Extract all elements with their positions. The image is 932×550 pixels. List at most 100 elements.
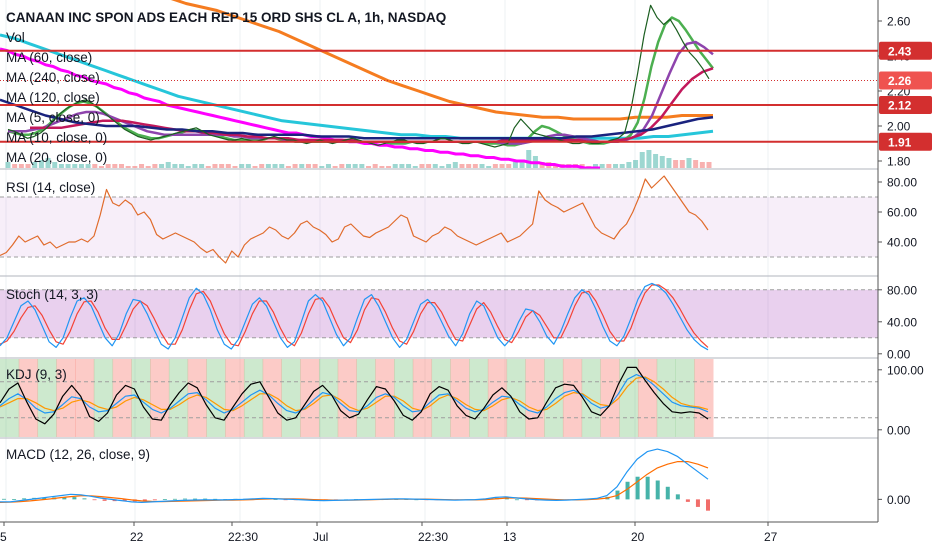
price-tag-label: 1.91 bbox=[888, 135, 912, 149]
volume-label: Vol bbox=[6, 30, 25, 45]
kdj-regime bbox=[525, 359, 545, 437]
ma-label: MA (120, close) bbox=[6, 90, 100, 105]
volume-bar bbox=[199, 164, 205, 168]
x-tick-label: 22:30 bbox=[228, 530, 258, 544]
macd-histogram-bar bbox=[625, 481, 630, 500]
kdj-regime bbox=[168, 359, 189, 437]
y-tick-label: 80.00 bbox=[887, 283, 917, 297]
kdj-regime bbox=[337, 359, 357, 437]
volume-bar bbox=[45, 158, 51, 168]
macd-histogram-bar bbox=[675, 494, 680, 500]
volume-bar bbox=[386, 166, 392, 168]
volume-bar bbox=[32, 162, 38, 168]
volume-bar bbox=[12, 164, 18, 168]
volume-bar bbox=[399, 164, 405, 168]
ma-label: MA (10, close, 0) bbox=[6, 130, 108, 145]
y-tick-label: 0.00 bbox=[887, 347, 911, 361]
macd-histogram-bar bbox=[22, 498, 27, 500]
volume-bar bbox=[419, 164, 425, 168]
kdj-regime bbox=[225, 359, 245, 437]
chart-marks bbox=[0, 0, 878, 511]
y-tick-label: 1.80 bbox=[887, 155, 911, 169]
volume-bar bbox=[345, 164, 351, 168]
volume-bar bbox=[526, 150, 532, 168]
macd-histogram-bar bbox=[122, 499, 127, 502]
volume-bar bbox=[506, 164, 512, 168]
macd-signal-line bbox=[0, 461, 709, 503]
rsi-label: RSI (14, close) bbox=[6, 180, 96, 195]
price-line bbox=[7, 4, 710, 148]
volume-bar bbox=[446, 164, 452, 168]
macd-histogram-bar bbox=[72, 497, 77, 500]
macd-histogram-bar bbox=[62, 497, 67, 500]
ma-line bbox=[170, 0, 713, 121]
volume-bar bbox=[312, 164, 318, 168]
ma-label: MA (5, close, 0) bbox=[6, 110, 100, 125]
volume-bar bbox=[439, 166, 445, 168]
volume-bar bbox=[118, 164, 124, 168]
volume-bar bbox=[512, 162, 518, 168]
y-tick-label: 2.00 bbox=[887, 120, 911, 134]
volume-bar bbox=[452, 162, 458, 168]
macd-histogram-bar bbox=[273, 499, 278, 500]
y-tick-label: 2.60 bbox=[887, 15, 911, 29]
rsi-line bbox=[0, 175, 709, 264]
volume-bar bbox=[519, 160, 525, 168]
kdj-regime bbox=[619, 359, 639, 437]
volume-bar bbox=[359, 164, 365, 168]
macd-histogram-bar bbox=[2, 498, 6, 500]
macd-histogram-bar bbox=[203, 498, 208, 500]
volume-bar bbox=[139, 164, 145, 168]
macd-histogram-bar bbox=[524, 499, 529, 501]
kdj-regime bbox=[675, 359, 695, 437]
y-tick-label: 60.00 bbox=[887, 206, 917, 220]
x-tick-label: 27 bbox=[764, 530, 778, 544]
volume-bar bbox=[225, 164, 231, 168]
volume-bar bbox=[165, 162, 171, 168]
price-tag bbox=[879, 41, 932, 60]
ma-label: MA (20, close, 0) bbox=[6, 150, 108, 165]
macd-histogram-bar bbox=[414, 499, 419, 501]
volume-bar bbox=[205, 166, 211, 168]
volume-bar bbox=[239, 164, 245, 168]
macd-histogram-bar bbox=[213, 498, 218, 500]
volume-bar bbox=[179, 164, 185, 168]
volume-bar bbox=[392, 164, 398, 168]
macd-line bbox=[0, 448, 709, 503]
stoch-d-line bbox=[0, 284, 709, 348]
volume-bar bbox=[92, 164, 98, 168]
macd-histogram-bar bbox=[162, 499, 167, 500]
volume-bar bbox=[25, 164, 31, 168]
volume-bar bbox=[613, 164, 619, 168]
price-tag-label: 2.26 bbox=[888, 74, 912, 88]
volume-bar bbox=[245, 164, 251, 168]
kdj-regime bbox=[281, 359, 301, 437]
macd-histogram-bar bbox=[635, 476, 640, 500]
macd-histogram-bar bbox=[183, 498, 188, 500]
y-tick-label: 0.00 bbox=[887, 493, 911, 507]
kdj-regime bbox=[206, 359, 226, 437]
price-tag bbox=[879, 96, 932, 114]
volume-bar bbox=[5, 162, 11, 168]
volume-bar bbox=[539, 162, 545, 168]
volume-bar bbox=[379, 166, 385, 168]
volume-bar bbox=[259, 164, 265, 168]
volume-bar bbox=[72, 164, 78, 168]
kdj-regime bbox=[544, 359, 564, 437]
kdj-label: KDJ (9, 3) bbox=[6, 367, 67, 382]
volume-bar bbox=[459, 164, 465, 168]
ma-label: MA (60, close) bbox=[6, 50, 93, 65]
volume-bar bbox=[125, 166, 131, 168]
volume-bar bbox=[159, 164, 165, 168]
macd-histogram-bar bbox=[504, 498, 509, 500]
volume-bar bbox=[299, 164, 305, 168]
ma-label: MA (240, close) bbox=[6, 70, 100, 85]
volume-bar bbox=[325, 164, 331, 168]
volume-bar bbox=[593, 164, 599, 168]
x-tick-label: 13 bbox=[503, 530, 517, 544]
price-tag-label: 2.12 bbox=[888, 99, 912, 113]
main-pane-legend: CANAAN INC SPON ADS EACH REP 15 ORD SHS … bbox=[6, 8, 446, 168]
volume-bar bbox=[319, 166, 325, 168]
